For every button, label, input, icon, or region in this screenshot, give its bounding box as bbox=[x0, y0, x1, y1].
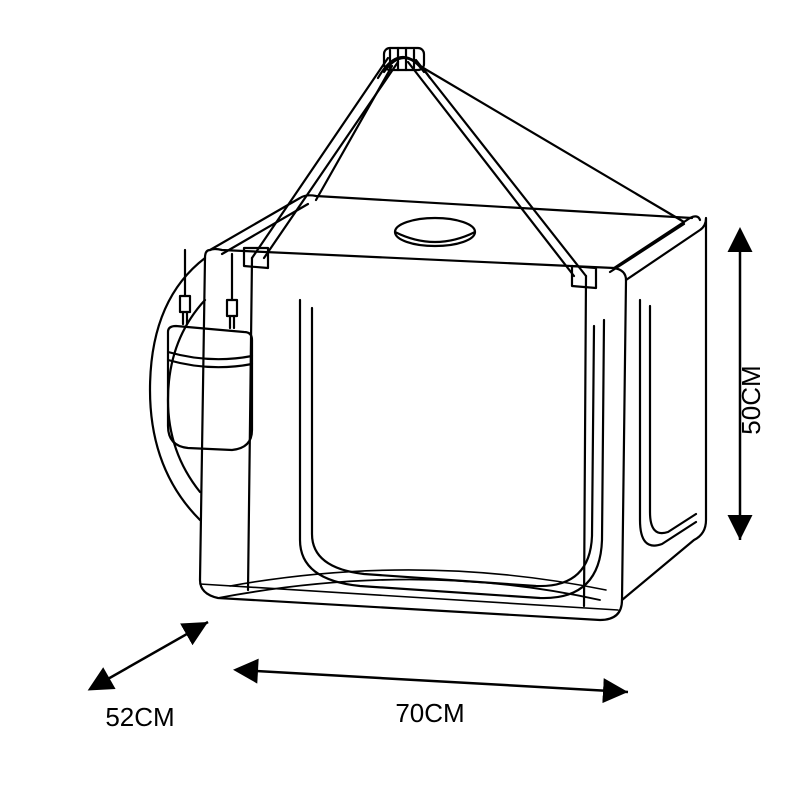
dim-label-depth: 52CM bbox=[105, 702, 174, 732]
accessory-pouch bbox=[168, 250, 252, 450]
dim-line-width bbox=[238, 670, 628, 692]
dim-line-depth bbox=[92, 622, 208, 688]
dim-label-width: 70CM bbox=[395, 698, 464, 728]
dim-label-height: 50CM bbox=[736, 365, 766, 434]
carrier-illustration bbox=[150, 48, 706, 620]
dimension-diagram: 50CM 70CM 52CM bbox=[0, 0, 800, 800]
